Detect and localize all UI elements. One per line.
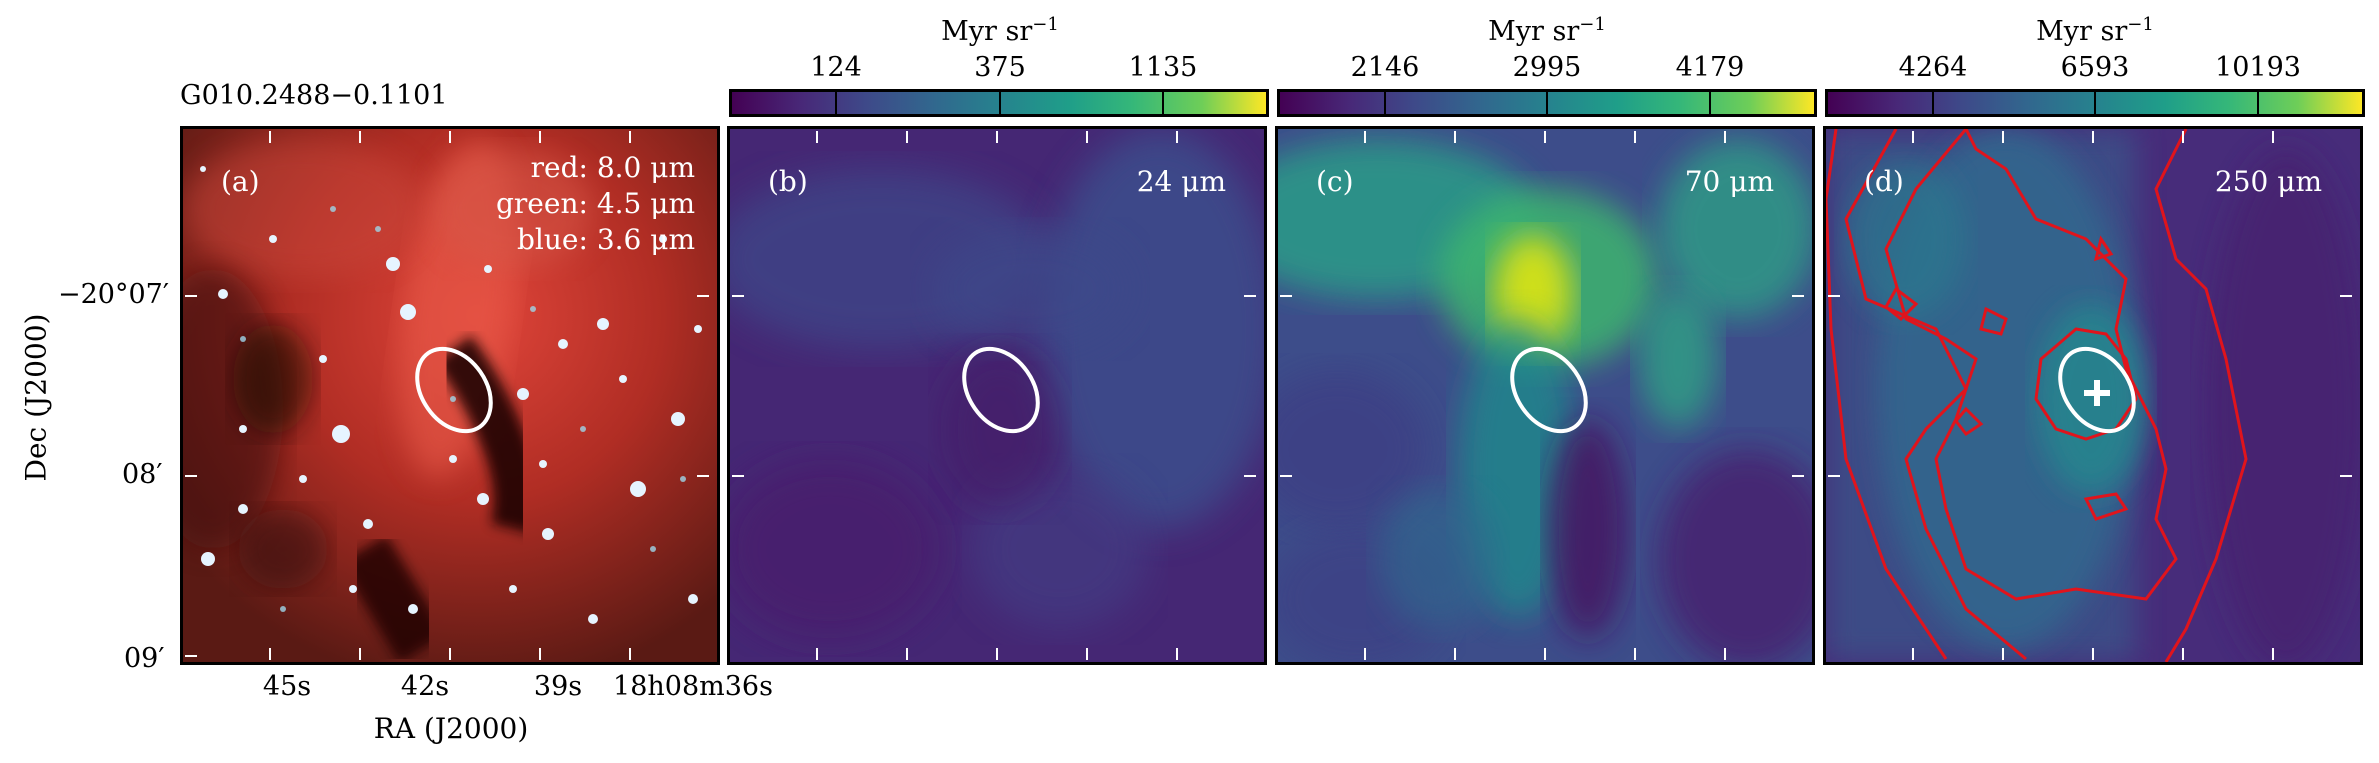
panel-d-band: 250 μm <box>2214 165 2322 198</box>
dec-tick-label: 09′ <box>124 643 165 674</box>
colorbar-d-tick: 4264 <box>1898 52 1968 83</box>
panel-c-band: 70 μm <box>1684 165 1774 198</box>
band-legend-red: red: 8.0 μm <box>530 151 695 184</box>
colorbar-c-tick: 4179 <box>1675 52 1745 83</box>
ra-tick-label: 39s <box>533 671 583 702</box>
colorbar-b-tick: 1135 <box>1128 52 1198 83</box>
ra-axis-label: RA (J2000) <box>373 712 529 745</box>
panel-a-label: (a) <box>221 165 260 198</box>
colorbar-b <box>729 89 1269 117</box>
colorbar-b-tick: 124 <box>810 52 862 83</box>
colorbar-c-tick: 2995 <box>1512 52 1582 83</box>
colorbar-unit-c: Myr sr−1 <box>1488 14 1606 47</box>
panel-b-band: 24 μm <box>1136 165 1226 198</box>
colorbar-b-tick: 375 <box>974 52 1026 83</box>
panel-c-label: (c) <box>1316 165 1354 198</box>
panel-b-label: (b) <box>768 165 808 198</box>
panel-d-label: (d) <box>1864 165 1904 198</box>
dec-tick-label: −20°07′ <box>58 279 169 310</box>
panel-a-image: (a) red: 8.0 μm green: 4.5 μm blue: 3.6 … <box>180 126 720 665</box>
colorbar-unit-b: Myr sr−1 <box>941 14 1059 47</box>
colorbar-c-tick: 2146 <box>1350 52 1420 83</box>
panel-c-image: (c) 70 μm <box>1275 126 1815 665</box>
ra-tick-label: 42s <box>400 671 450 702</box>
panel-d-image: (d) 250 μm <box>1823 126 2363 665</box>
ra-tick-label: 45s <box>262 671 312 702</box>
colorbar-d-tick: 10193 <box>2215 52 2301 83</box>
band-legend-green: green: 4.5 μm <box>496 187 695 220</box>
ra-tick-label: 18h08m36s <box>613 671 773 702</box>
colorbar-unit-d: Myr sr−1 <box>2036 14 2154 47</box>
source-name: G010.2488−0.1101 <box>180 80 448 111</box>
band-legend-blue: blue: 3.6 μm <box>517 223 695 256</box>
dec-tick-label: 08′ <box>122 459 163 490</box>
colorbar-c <box>1277 89 1817 117</box>
colorbar-d-tick: 6593 <box>2060 52 2130 83</box>
panel-b-image: (b) 24 μm <box>727 126 1267 665</box>
dec-axis-label: Dec (J2000) <box>19 313 53 482</box>
colorbar-d <box>1825 89 2365 117</box>
